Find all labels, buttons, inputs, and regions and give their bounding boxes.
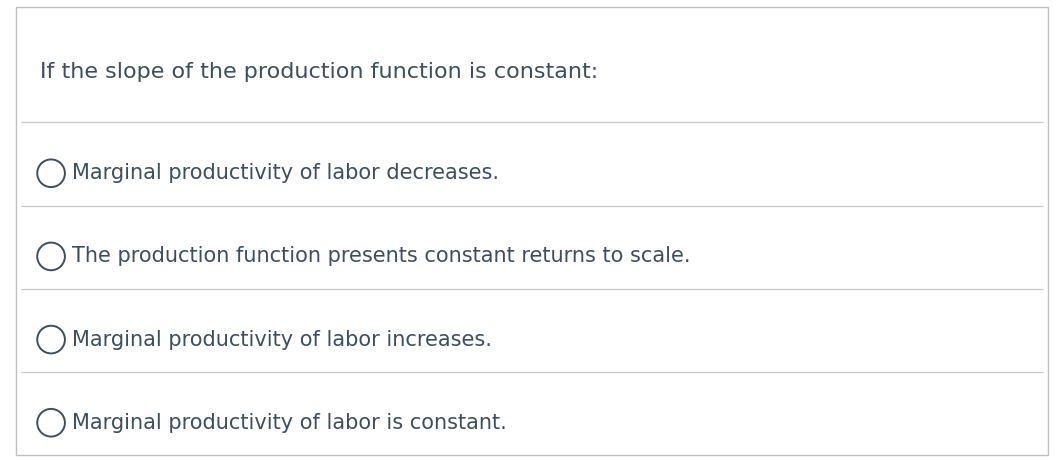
Text: Marginal productivity of labor decreases.: Marginal productivity of labor decreases… xyxy=(72,163,499,183)
Text: Marginal productivity of labor increases.: Marginal productivity of labor increases… xyxy=(72,329,493,350)
Text: Marginal productivity of labor is constant.: Marginal productivity of labor is consta… xyxy=(72,413,508,433)
Text: If the slope of the production function is constant:: If the slope of the production function … xyxy=(40,61,599,82)
Text: The production function presents constant returns to scale.: The production function presents constan… xyxy=(72,246,691,267)
